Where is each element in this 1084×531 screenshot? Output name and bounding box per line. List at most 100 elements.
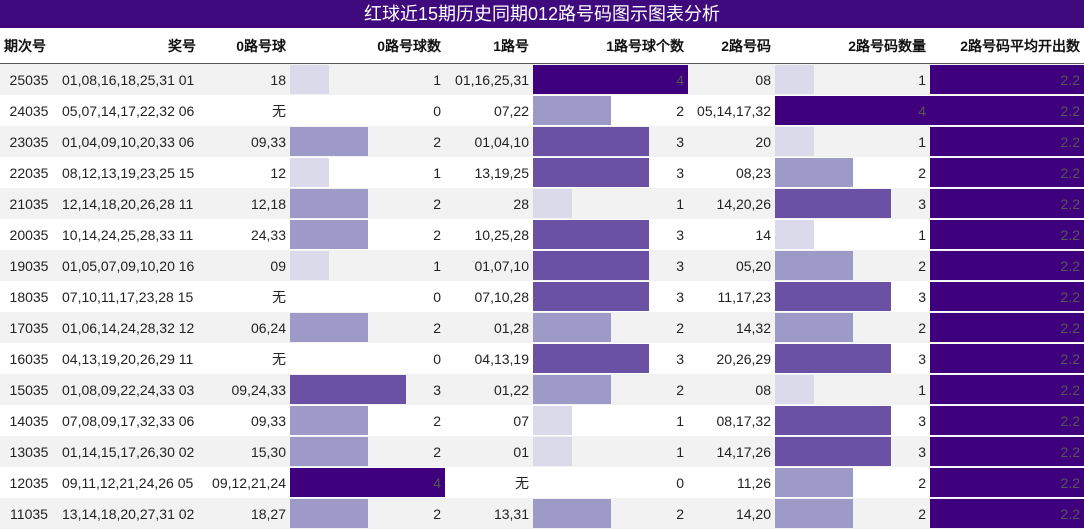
table-cell: 2 <box>918 505 926 522</box>
data-bar <box>533 344 650 373</box>
table-cell: 05,07,14,17,22,32 06 <box>62 102 195 119</box>
table-cell: 1 <box>433 257 441 274</box>
table-cell: 22035 <box>9 164 49 181</box>
table-cell: 28 <box>513 195 529 212</box>
table-cell: 01,06,14,24,28,32 12 <box>62 319 195 336</box>
table-cell: 18035 <box>9 288 49 305</box>
table-cell: 1 <box>676 443 684 460</box>
data-bar <box>533 220 650 249</box>
table-cell: 3 <box>676 288 684 305</box>
data-bar <box>290 220 368 249</box>
table-cell: 19035 <box>9 257 49 274</box>
table-cell: 23035 <box>9 133 49 150</box>
table-cell: 2.2 <box>1060 71 1080 88</box>
data-bar <box>930 344 1084 373</box>
table-cell: 2 <box>433 319 441 336</box>
table-cell: 3 <box>676 164 684 181</box>
table-cell: 2 <box>918 474 926 491</box>
data-bar <box>930 499 1084 528</box>
data-bar <box>775 96 930 125</box>
table-cell: 2.2 <box>1060 412 1080 429</box>
table-cell: 05,14,17,32 <box>697 102 771 119</box>
table-cell: 4 <box>676 71 684 88</box>
table-cell: 16035 <box>9 350 49 367</box>
table-cell: 13035 <box>9 443 49 460</box>
data-bar <box>533 282 650 311</box>
header-cell: 2路号码平均开出数 <box>960 38 1080 54</box>
data-bar <box>775 282 892 311</box>
table-cell: 2.2 <box>1060 288 1080 305</box>
table-cell: 13,31 <box>493 505 529 522</box>
table-cell: 18,27 <box>250 505 286 522</box>
table-cell: 2 <box>433 133 441 150</box>
table-cell: 3 <box>676 133 684 150</box>
data-bar <box>775 313 853 342</box>
table-cell: 10,25,28 <box>474 226 530 243</box>
data-bar <box>930 437 1084 466</box>
data-bar <box>930 282 1084 311</box>
table-cell: 3 <box>918 288 926 305</box>
table-cell: 24,33 <box>250 226 286 243</box>
table-cell: 08 <box>755 381 771 398</box>
table-cell: 14035 <box>9 412 49 429</box>
table-cell: 09,24,33 <box>231 381 287 398</box>
table-cell: 25035 <box>9 71 49 88</box>
data-bar <box>533 499 611 528</box>
data-bar <box>533 375 611 404</box>
data-bar <box>533 437 572 466</box>
table-cell: 3 <box>433 381 441 398</box>
table-cell: 2 <box>433 412 441 429</box>
table-cell: 08,17,32 <box>716 412 772 429</box>
table-cell: 2 <box>918 257 926 274</box>
table-cell: 3 <box>918 195 926 212</box>
header-cell: 1路号 <box>493 38 529 54</box>
table-cell: 3 <box>676 257 684 274</box>
data-bar <box>290 127 368 156</box>
table-cell: 13,14,18,20,27,31 02 <box>62 505 195 522</box>
header-cell: 奖号 <box>168 38 196 54</box>
table-cell: 14,20 <box>735 505 771 522</box>
table-cell: 1 <box>918 133 926 150</box>
data-bar <box>930 65 1084 94</box>
table-cell: 07,10,28 <box>474 288 530 305</box>
data-bar <box>775 65 814 94</box>
table-cell: 14 <box>755 226 771 243</box>
table-cell: 1 <box>918 381 926 398</box>
table-cell: 24035 <box>9 102 49 119</box>
table-cell: 18 <box>270 71 286 88</box>
table-cell: 08,12,13,19,23,25 15 <box>62 164 195 181</box>
table-cell: 3 <box>918 443 926 460</box>
table-cell: 1 <box>433 71 441 88</box>
table-cell: 11,26 <box>737 474 771 491</box>
table-cell: 20035 <box>9 226 49 243</box>
table-cell: 2 <box>433 443 441 460</box>
data-bar <box>290 65 329 94</box>
table-cell: 1 <box>676 412 684 429</box>
table-cell: 4 <box>918 102 926 119</box>
table-cell: 1 <box>433 164 441 181</box>
table-cell: 2.2 <box>1060 195 1080 212</box>
table-cell: 09,11,12,21,24,26 05 <box>62 474 194 491</box>
data-bar <box>775 158 853 187</box>
data-bar <box>290 499 368 528</box>
table-cell: 01,04,10 <box>474 133 530 150</box>
data-bar <box>930 251 1084 280</box>
data-bar <box>775 220 814 249</box>
data-bar <box>533 313 611 342</box>
table-cell: 09 <box>270 257 286 274</box>
table-cell: 无 <box>272 288 286 305</box>
table-cell: 0 <box>433 102 441 119</box>
table-cell: 09,12,21,24 <box>212 474 286 491</box>
data-bar <box>290 189 368 218</box>
data-bar <box>930 127 1084 156</box>
table-cell: 2.2 <box>1060 443 1080 460</box>
table-cell: 2.2 <box>1060 164 1080 181</box>
table-cell: 0 <box>433 350 441 367</box>
table-cell: 2 <box>676 102 684 119</box>
data-bar <box>290 158 329 187</box>
row-background <box>0 467 1084 498</box>
table-cell: 12,18 <box>250 195 286 212</box>
data-bar <box>930 313 1084 342</box>
table-cell: 01,28 <box>493 319 529 336</box>
table-cell: 无 <box>272 102 286 119</box>
